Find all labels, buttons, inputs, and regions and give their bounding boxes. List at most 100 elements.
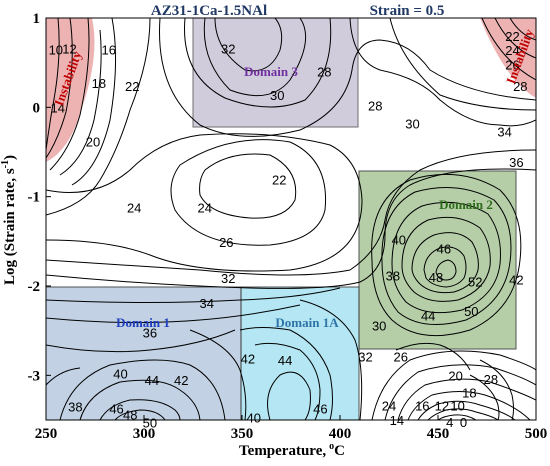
x-tick-label: 350	[231, 426, 254, 442]
contour-line	[214, 18, 283, 72]
chart-title: AZ31-1Ca-1.5NAl	[151, 3, 267, 19]
contour-line	[371, 350, 536, 420]
contour-value-label: 40	[247, 410, 261, 425]
contour-line	[371, 173, 522, 337]
contour-line	[401, 216, 491, 302]
contour-line	[423, 246, 467, 288]
contour-value-label: 42	[241, 351, 255, 366]
contour-line	[46, 168, 536, 289]
contour-value-label: 24	[382, 399, 396, 414]
contour-line	[397, 378, 536, 420]
contour-line	[494, 18, 536, 59]
contour-line	[59, 359, 226, 420]
contour-line	[437, 414, 477, 420]
contour-line	[170, 139, 327, 246]
contour-value-label: 46	[313, 401, 327, 416]
domain-2-label: Domain 2	[439, 197, 493, 212]
contour-line	[46, 367, 81, 386]
domain-1-label: Domain 1	[116, 315, 170, 330]
contour-line	[46, 304, 301, 324]
contour-value-label: 50	[143, 416, 157, 431]
contour-value-label: 36	[143, 325, 157, 340]
contour-value-label: 34	[199, 296, 213, 311]
domain-1a-region	[240, 286, 360, 421]
contour-value-label: 32	[358, 350, 372, 365]
contour-value-label: 18	[92, 76, 106, 91]
contour-value-label: 44	[421, 308, 435, 323]
contour-line	[46, 329, 236, 353]
contour-line	[46, 18, 60, 151]
contour-value-label: 44	[278, 353, 292, 368]
contour-line	[479, 359, 514, 420]
domain-1-region	[45, 286, 242, 421]
y-axis-title-sup: -1	[0, 160, 11, 168]
contour-line	[427, 408, 499, 420]
y-axis-title-close: )	[2, 155, 18, 160]
contour-line	[199, 153, 297, 219]
contour-value-label: 16	[101, 42, 115, 57]
contour-line	[203, 18, 307, 97]
contour-value-label: 0	[460, 415, 467, 430]
contour-value-label: 38	[386, 268, 400, 283]
contour-value-label: 52	[468, 275, 482, 290]
contour-line	[99, 399, 181, 420]
contour-line	[254, 342, 321, 420]
contour-line	[417, 400, 516, 420]
contour-value-label: 26	[219, 235, 233, 250]
contour-line	[46, 18, 73, 159]
contour-line	[267, 371, 311, 420]
contour-value-label: 24	[505, 43, 519, 58]
x-axis-ticks: 250 300 350 400 450 500	[35, 415, 547, 442]
contour-line	[395, 342, 471, 371]
contour-value-label: 30	[405, 116, 419, 131]
domain-1a-label: Domain 1A	[275, 315, 339, 330]
contour-value-label: 22	[505, 29, 519, 44]
contour-line	[349, 18, 536, 127]
contour-value-label: 30	[372, 318, 386, 333]
contour-value-label: 4	[446, 415, 453, 430]
contour-line	[381, 187, 512, 325]
contour-value-label: 46	[437, 241, 451, 256]
y-axis-title-text: Log (Strain rate, s	[2, 168, 18, 285]
contour-line	[159, 18, 536, 137]
contour-line	[79, 379, 201, 420]
contour-value-label: 46	[109, 401, 123, 416]
y-axis-title: Log (Strain rate, s-1)	[0, 155, 18, 285]
contour-line	[384, 364, 536, 420]
contour-line	[481, 18, 536, 81]
contour-value-label: 20	[448, 368, 462, 383]
x-axis-title: Temperature, oC	[239, 441, 345, 459]
contour-value-label: 28	[513, 79, 527, 94]
contour-line	[49, 18, 90, 171]
contour-value-label: 10	[450, 399, 464, 414]
contour-value-label: 48	[429, 270, 443, 285]
contour-value-label: 22	[125, 79, 139, 94]
contour-value-label: 24	[198, 200, 212, 215]
x-axis-title-sup: o	[329, 441, 334, 452]
chart-subtitle: Strain = 0.5	[370, 3, 445, 19]
y-tick-label: -3	[28, 368, 41, 384]
plot-frame	[45, 17, 537, 421]
contour-value-label: 10	[49, 42, 63, 57]
contour-value-label: 16	[415, 399, 429, 414]
contour-value-label: 48	[123, 408, 137, 423]
contour-line	[46, 18, 151, 216]
contour-value-label: 40	[113, 367, 127, 382]
contour-value-label: 14	[51, 100, 65, 115]
contour-line	[71, 18, 117, 186]
instability-region-left	[46, 18, 95, 162]
contour-line	[469, 374, 500, 420]
contour-value-label: 34	[497, 124, 511, 139]
contour-value-label: 38	[68, 400, 82, 415]
x-tick-label: 400	[329, 426, 352, 442]
y-tick-label: 0	[33, 100, 41, 116]
contour-value-label: 42	[174, 373, 188, 388]
contour-line	[389, 18, 536, 111]
contour-value-label: 50	[464, 304, 478, 319]
contour-line	[46, 133, 363, 272]
y-tick-label: 1	[33, 11, 41, 27]
contour-value-label: 18	[462, 385, 476, 400]
contour-value-label: 28	[484, 372, 498, 387]
